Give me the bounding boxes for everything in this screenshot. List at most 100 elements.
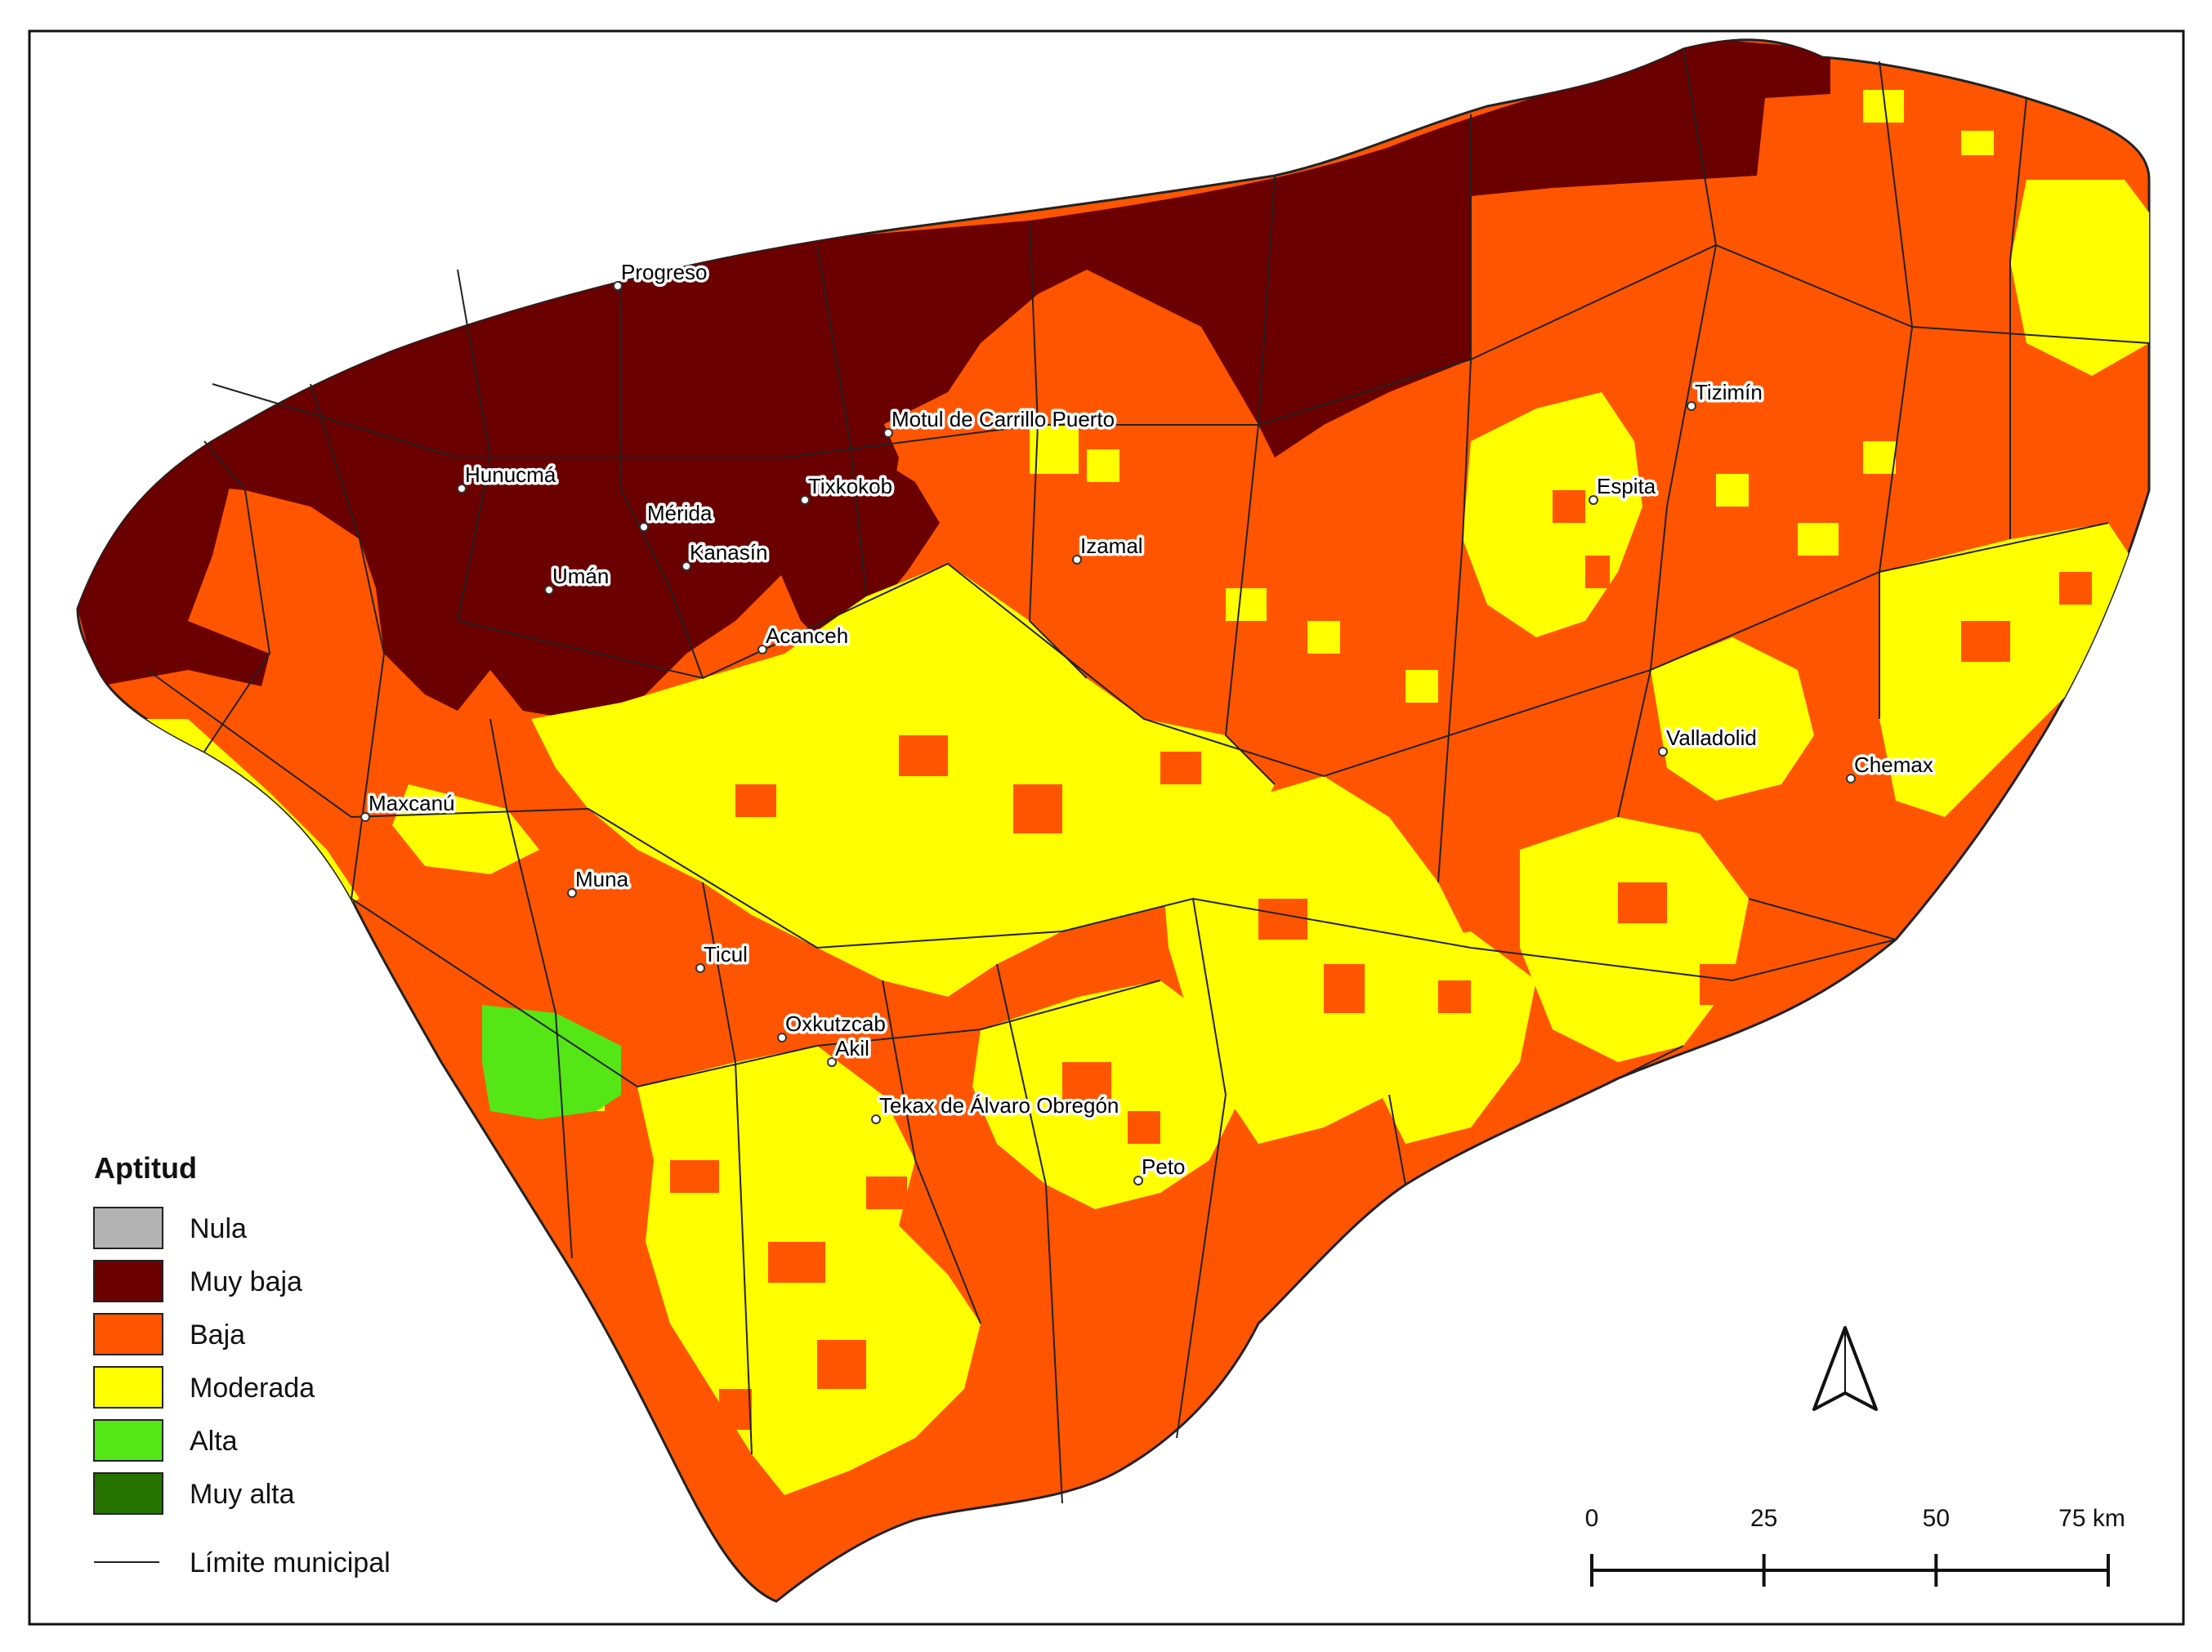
zone-moderada-valladolid (1651, 637, 1814, 801)
city-label: Ticul (704, 942, 748, 967)
city-label-halo: Maxcanú (369, 791, 455, 815)
city-label: Progreso (621, 260, 708, 284)
city-marker (757, 645, 767, 654)
legend-label: Baja (190, 1319, 245, 1351)
city-label-halo: Peto (1142, 1154, 1186, 1179)
legend-swatch-alta (93, 1419, 163, 1462)
city-marker (800, 495, 810, 505)
city-label-halo: Mérida (647, 501, 713, 525)
city-label: Oxkutzcab (785, 1011, 886, 1036)
scale-tick-label: 25 (1750, 1505, 1777, 1532)
legend: Aptitud Nula Muy baja Baja Moderada Alta Muy … (93, 1151, 391, 1578)
city-marker (883, 428, 893, 438)
city-marker (567, 888, 577, 898)
city-marker (1133, 1176, 1143, 1185)
city-label-halo: Chemax (1854, 752, 1933, 777)
city-marker (827, 1057, 837, 1067)
city-label: Espita (1597, 474, 1656, 498)
municipal-boundaries (146, 48, 2150, 1504)
city-marker (695, 963, 705, 973)
legend-label: Muy baja (190, 1266, 302, 1297)
city-marker (360, 812, 370, 822)
zone-muy-baja-merida (425, 278, 899, 719)
scale-tick-label: 0 (1585, 1505, 1599, 1532)
city-label: Mérida (647, 501, 713, 525)
zone-alta (482, 1005, 621, 1119)
zone-moderada-northeast (2010, 180, 2149, 376)
city-marker (777, 1033, 787, 1043)
city-label-halo: Kanasín (690, 540, 767, 565)
city-label-halo: Muna (575, 867, 629, 891)
legend-title: Aptitud (94, 1151, 197, 1185)
city-marker (1589, 495, 1598, 505)
city-label: Kanasín (690, 540, 767, 565)
city-marker (613, 281, 623, 291)
city-label-halo: Espita (1597, 474, 1656, 498)
city-marker (871, 1114, 881, 1124)
city-label-halo: Acanceh (766, 623, 848, 648)
legend-swatch-muy-alta (93, 1472, 163, 1515)
city-label-halo: Tizimín (1695, 380, 1763, 404)
city-label: Motul de Carrillo Puerto (892, 407, 1115, 431)
zone-moderada-southeast (1520, 817, 1749, 1062)
city-label: Tekax de Álvaro Obregón (879, 1093, 1119, 1118)
city-marker (1658, 747, 1668, 757)
city-label-halo: Motul de Carrillo Puerto (892, 407, 1115, 431)
scale-tick-label: 50 (1923, 1505, 1950, 1532)
legend-label: Nula (190, 1213, 247, 1244)
legend-swatch-muy-baja (93, 1260, 163, 1302)
city-label-halo: Valladolid (1666, 726, 1757, 750)
city-marker (544, 585, 554, 595)
city-label-halo: Ticul (704, 942, 748, 967)
city-label-halo: Tekax de Álvaro Obregón (879, 1093, 1119, 1118)
north-arrow-icon (1812, 1326, 1878, 1411)
city-label-halo: Akil (835, 1036, 869, 1060)
city-label: Chemax (1854, 752, 1933, 777)
city-marker (639, 522, 649, 532)
zone-moderada-maxcanu (392, 784, 539, 874)
legend-swatch-moderada (93, 1366, 163, 1409)
city-label: Akil (835, 1036, 869, 1060)
city-marker (1846, 774, 1856, 784)
city-label: Muna (575, 867, 629, 891)
city-label-halo: Umán (552, 564, 609, 588)
city-marker (681, 561, 691, 571)
scale-bar: 0 25 50 75 km (1585, 1505, 2125, 1587)
legend-swatch-nula (93, 1207, 163, 1249)
city-label: Izamal (1080, 534, 1143, 558)
zone-moderada-peto (1365, 931, 1536, 1144)
city-label: Valladolid (1666, 726, 1757, 750)
legend-swatch-baja (93, 1313, 163, 1355)
city-label: Acanceh (766, 623, 848, 648)
city-marker (1687, 401, 1696, 411)
legend-boundary-label: Límite municipal (190, 1547, 391, 1578)
city-label-halo: Progreso (621, 260, 708, 284)
scale-tick-label: 75 km (2058, 1505, 2125, 1532)
zone-muy-baja-tixkokob (776, 441, 940, 654)
city-label: Peto (1142, 1154, 1186, 1179)
city-label-halo: Izamal (1080, 534, 1143, 558)
legend-label: Muy alta (190, 1479, 295, 1510)
city-marker (457, 484, 467, 493)
city-marker (1072, 555, 1082, 565)
legend-label: Moderada (190, 1373, 315, 1404)
